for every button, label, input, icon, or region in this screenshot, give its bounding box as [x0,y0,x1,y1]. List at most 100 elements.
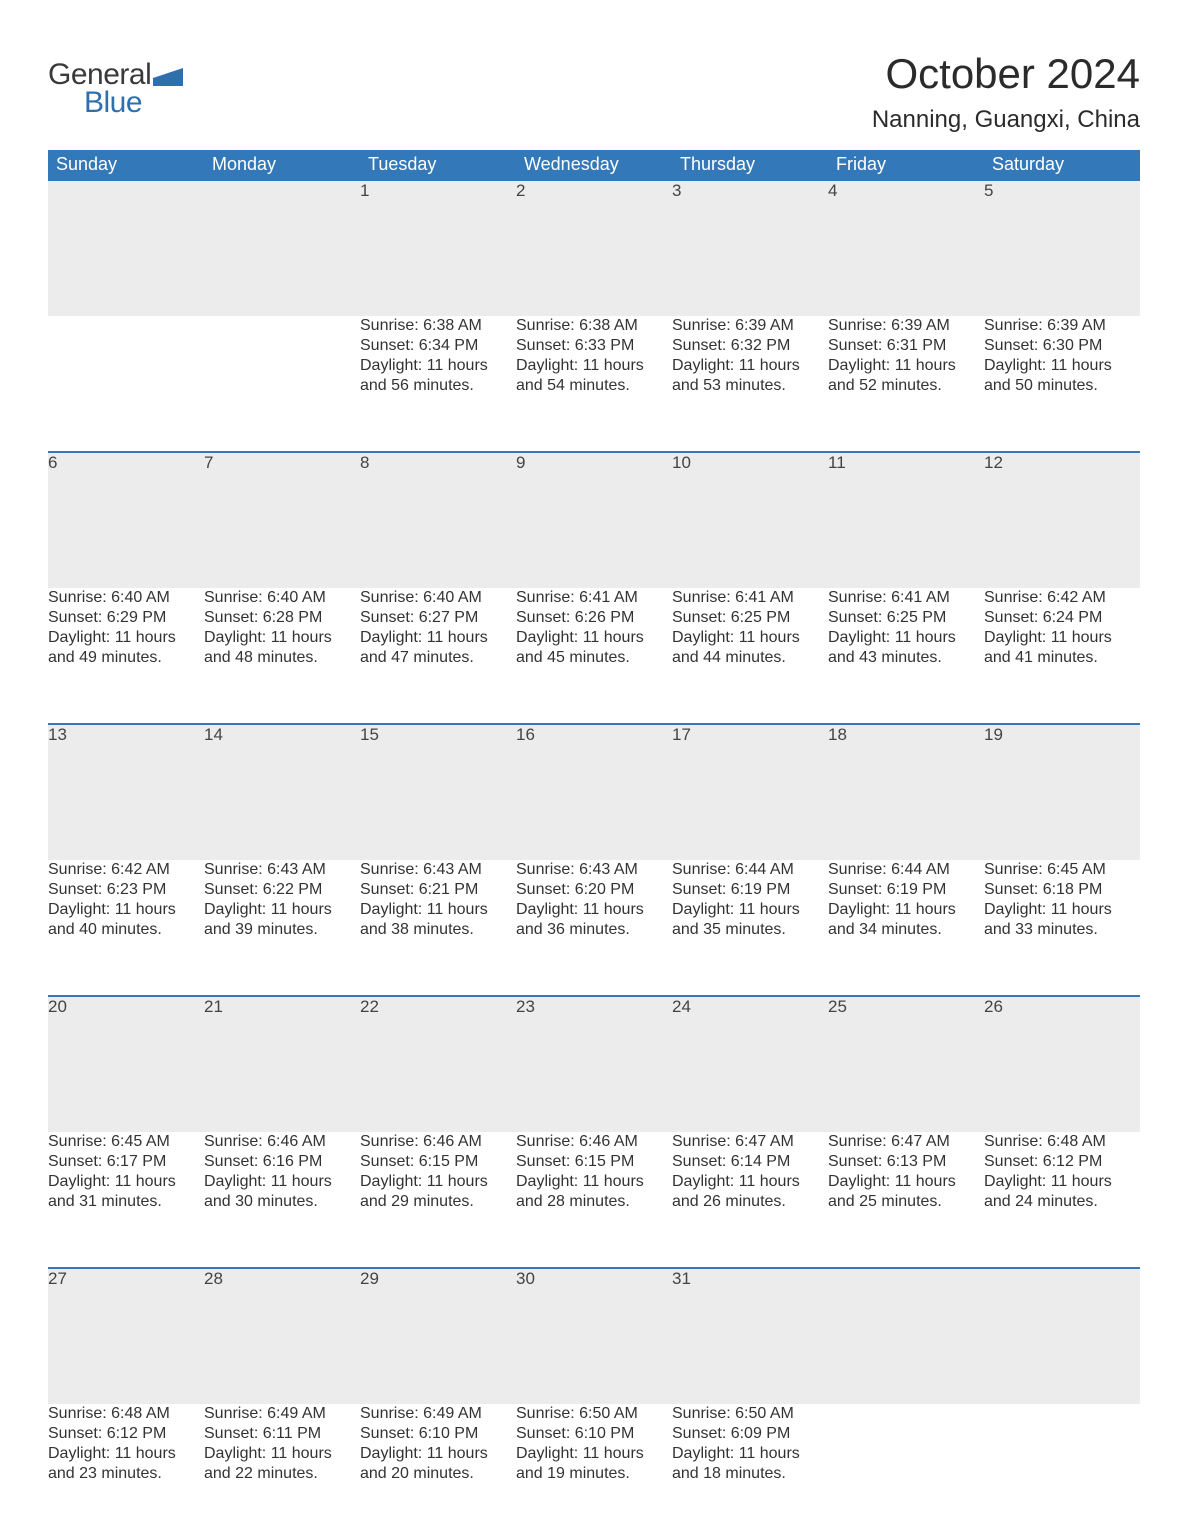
sunset-line: Sunset: 6:30 PM [984,336,1140,356]
day-body-cell [984,1404,1140,1540]
day-number-cell: 16 [516,724,672,860]
day-number-cell: 18 [828,724,984,860]
day-number-cell: 19 [984,724,1140,860]
weekday-header: Wednesday [516,150,672,180]
daylight-line: Daylight: 11 hours and 47 minutes. [360,628,516,668]
day-number-cell: 13 [48,724,204,860]
sunrise-line: Sunrise: 6:38 AM [360,316,516,336]
day-body-cell: Sunrise: 6:38 AMSunset: 6:34 PMDaylight:… [360,316,516,452]
sunrise-line: Sunrise: 6:45 AM [48,1132,204,1152]
daylight-line: Daylight: 11 hours and 50 minutes. [984,356,1140,396]
month-title: October 2024 [872,50,1140,98]
day-number-cell: 14 [204,724,360,860]
day-number-row: 13141516171819 [48,724,1140,860]
sunset-line: Sunset: 6:34 PM [360,336,516,356]
day-number-cell: 7 [204,452,360,588]
daylight-line: Daylight: 11 hours and 26 minutes. [672,1172,828,1212]
day-body-cell: Sunrise: 6:46 AMSunset: 6:15 PMDaylight:… [360,1132,516,1268]
day-number-row: 2728293031 [48,1268,1140,1404]
day-number-cell: 28 [204,1268,360,1404]
day-body-cell: Sunrise: 6:43 AMSunset: 6:21 PMDaylight:… [360,860,516,996]
sunrise-line: Sunrise: 6:43 AM [516,860,672,880]
weekday-header: Sunday [48,150,204,180]
day-body-cell: Sunrise: 6:43 AMSunset: 6:22 PMDaylight:… [204,860,360,996]
sunrise-line: Sunrise: 6:46 AM [360,1132,516,1152]
sunset-line: Sunset: 6:15 PM [360,1152,516,1172]
day-number-cell: 8 [360,452,516,588]
sunset-line: Sunset: 6:23 PM [48,880,204,900]
daylight-line: Daylight: 11 hours and 39 minutes. [204,900,360,940]
daylight-line: Daylight: 11 hours and 41 minutes. [984,628,1140,668]
day-body-cell: Sunrise: 6:42 AMSunset: 6:23 PMDaylight:… [48,860,204,996]
day-number-cell: 15 [360,724,516,860]
sunrise-line: Sunrise: 6:47 AM [828,1132,984,1152]
daylight-line: Daylight: 11 hours and 56 minutes. [360,356,516,396]
day-number-row: 12345 [48,180,1140,316]
day-number-cell: 21 [204,996,360,1132]
daylight-line: Daylight: 11 hours and 48 minutes. [204,628,360,668]
sunrise-line: Sunrise: 6:42 AM [984,588,1140,608]
weekday-header: Thursday [672,150,828,180]
sunrise-line: Sunrise: 6:39 AM [828,316,984,336]
brand-line2: Blue [84,86,142,120]
day-number-cell: 22 [360,996,516,1132]
daylight-line: Daylight: 11 hours and 24 minutes. [984,1172,1140,1212]
daylight-line: Daylight: 11 hours and 31 minutes. [48,1172,204,1212]
sunrise-line: Sunrise: 6:47 AM [672,1132,828,1152]
sunset-line: Sunset: 6:18 PM [984,880,1140,900]
sunset-line: Sunset: 6:12 PM [984,1152,1140,1172]
day-body-row: Sunrise: 6:45 AMSunset: 6:17 PMDaylight:… [48,1132,1140,1268]
sunset-line: Sunset: 6:12 PM [48,1424,204,1444]
sunrise-line: Sunrise: 6:41 AM [672,588,828,608]
daylight-line: Daylight: 11 hours and 19 minutes. [516,1444,672,1484]
day-number-cell: 2 [516,180,672,316]
sunrise-line: Sunrise: 6:41 AM [516,588,672,608]
weekday-header: Friday [828,150,984,180]
sunrise-line: Sunrise: 6:48 AM [48,1404,204,1424]
sunrise-line: Sunrise: 6:46 AM [204,1132,360,1152]
day-body-cell: Sunrise: 6:40 AMSunset: 6:28 PMDaylight:… [204,588,360,724]
day-body-cell: Sunrise: 6:40 AMSunset: 6:27 PMDaylight:… [360,588,516,724]
sunrise-line: Sunrise: 6:42 AM [48,860,204,880]
sunrise-line: Sunrise: 6:46 AM [516,1132,672,1152]
weekday-header-row: Sunday Monday Tuesday Wednesday Thursday… [48,150,1140,180]
day-number-cell: 4 [828,180,984,316]
sunset-line: Sunset: 6:27 PM [360,608,516,628]
daylight-line: Daylight: 11 hours and 53 minutes. [672,356,828,396]
sunrise-line: Sunrise: 6:49 AM [204,1404,360,1424]
sunrise-line: Sunrise: 6:38 AM [516,316,672,336]
day-body-cell: Sunrise: 6:46 AMSunset: 6:15 PMDaylight:… [516,1132,672,1268]
day-number-cell: 20 [48,996,204,1132]
day-body-cell: Sunrise: 6:41 AMSunset: 6:25 PMDaylight:… [672,588,828,724]
day-body-cell: Sunrise: 6:43 AMSunset: 6:20 PMDaylight:… [516,860,672,996]
daylight-line: Daylight: 11 hours and 40 minutes. [48,900,204,940]
sunset-line: Sunset: 6:25 PM [828,608,984,628]
day-body-row: Sunrise: 6:48 AMSunset: 6:12 PMDaylight:… [48,1404,1140,1540]
daylight-line: Daylight: 11 hours and 23 minutes. [48,1444,204,1484]
sunrise-line: Sunrise: 6:43 AM [360,860,516,880]
day-body-cell [48,316,204,452]
page-header: General Blue October 2024 Nanning, Guang… [48,30,1140,134]
daylight-line: Daylight: 11 hours and 49 minutes. [48,628,204,668]
day-number-cell: 30 [516,1268,672,1404]
sunset-line: Sunset: 6:09 PM [672,1424,828,1444]
day-body-cell [828,1404,984,1540]
daylight-line: Daylight: 11 hours and 36 minutes. [516,900,672,940]
day-body-cell: Sunrise: 6:39 AMSunset: 6:32 PMDaylight:… [672,316,828,452]
sunset-line: Sunset: 6:21 PM [360,880,516,900]
location-subtitle: Nanning, Guangxi, China [872,106,1140,134]
sunset-line: Sunset: 6:28 PM [204,608,360,628]
daylight-line: Daylight: 11 hours and 35 minutes. [672,900,828,940]
sunset-line: Sunset: 6:19 PM [672,880,828,900]
title-block: October 2024 Nanning, Guangxi, China [872,50,1140,134]
daylight-line: Daylight: 11 hours and 45 minutes. [516,628,672,668]
sunrise-line: Sunrise: 6:40 AM [360,588,516,608]
sunset-line: Sunset: 6:16 PM [204,1152,360,1172]
sunrise-line: Sunrise: 6:45 AM [984,860,1140,880]
day-body-cell: Sunrise: 6:42 AMSunset: 6:24 PMDaylight:… [984,588,1140,724]
sunset-line: Sunset: 6:26 PM [516,608,672,628]
daylight-line: Daylight: 11 hours and 43 minutes. [828,628,984,668]
daylight-line: Daylight: 11 hours and 22 minutes. [204,1444,360,1484]
sunset-line: Sunset: 6:19 PM [828,880,984,900]
day-body-cell: Sunrise: 6:44 AMSunset: 6:19 PMDaylight:… [828,860,984,996]
